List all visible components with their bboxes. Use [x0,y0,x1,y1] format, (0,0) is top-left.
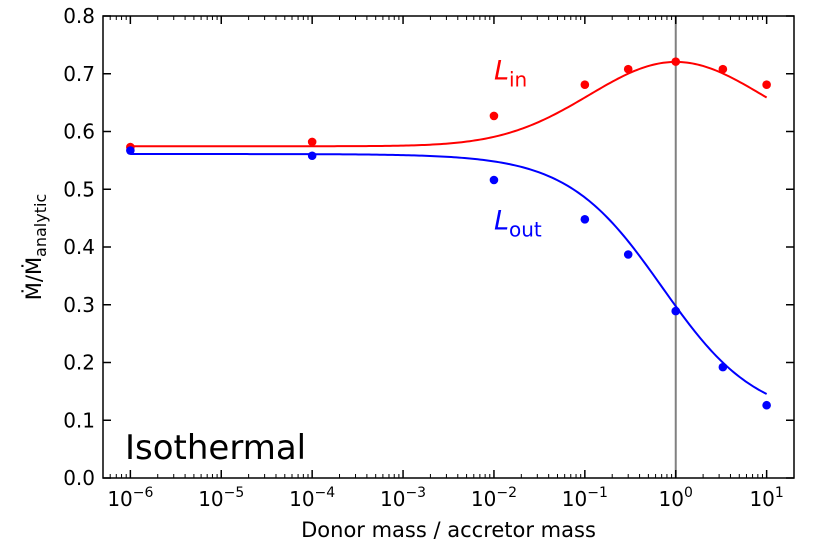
y-tick-label: 0.2 [63,351,95,375]
y-axis-title-subscript: analytic [31,194,50,257]
y-tick-label: 0.7 [63,62,95,86]
series-label-lout-sub: out [509,218,542,242]
y-axis-title: Ṁ/Ṁanalytic [21,194,50,301]
data-point-lout [489,175,499,185]
data-point-lin [489,111,499,121]
data-point-lin [580,80,590,90]
x-tick-label: 100 [659,485,693,511]
annotation-isothermal: Isothermal [125,428,306,468]
x-tick-label-exponent: 1 [775,485,784,501]
series-label-lin-sub: in [509,68,527,92]
series-label-lout: Lout [494,206,542,242]
series-label-lout-main: L [494,206,509,237]
data-point-lin [762,80,771,90]
data-point-lin [623,64,633,74]
x-tick-label-exponent: −2 [496,485,517,501]
series-curve-lout [130,153,768,395]
y-tick-label: 0.0 [63,466,95,490]
y-tick-label: 0.8 [63,4,95,28]
x-tick-label: 10−2 [471,485,517,511]
y-tick-label: 0.6 [63,120,95,144]
data-point-lout [718,362,728,372]
curve-layer [130,60,768,395]
x-axis-title: Donor mass / accretor mass [301,518,596,542]
x-tick-label-base: 10 [562,487,587,511]
series-label-lin: Lin [494,56,527,92]
tick-layer [102,15,795,479]
x-tick-label: 10−1 [562,485,608,511]
y-tick-label: 0.1 [63,408,95,432]
x-tick-label-exponent: −5 [224,485,245,501]
x-tick-label: 10−5 [198,485,244,511]
y-tick-label: 0.3 [63,293,95,317]
data-point-lin [718,64,728,74]
data-point-lout [762,400,771,410]
x-tick-label-base: 10 [749,487,774,511]
x-tick-label: 10−6 [107,485,153,511]
plot-frame [102,15,795,479]
x-tick-label-exponent: −4 [315,485,336,501]
y-axis-title-main: Ṁ/Ṁ [21,257,46,300]
data-point-lout [126,146,135,155]
y-tick-label: 0.4 [63,235,95,259]
x-tick-label-base: 10 [107,487,132,511]
x-tick-label-base: 10 [289,487,314,511]
x-tick-label: 10−4 [289,485,335,511]
label-layer: 10−6 10−5 10−4 10−3 10−2 10−1 100 1010.00.10.20… [63,4,784,511]
x-tick-label-base: 10 [380,487,405,511]
x-tick-label-exponent: 0 [684,485,693,501]
series-label-lin-main: L [494,56,509,87]
x-tick-label-exponent: −1 [587,485,608,501]
data-point-lout [307,151,317,161]
x-tick-label-exponent: −3 [405,485,426,501]
data-point-lout [623,250,633,259]
x-tick-label-base: 10 [471,487,496,511]
x-tick-label-exponent: −6 [133,485,154,501]
data-point-lin [671,57,681,66]
y-tick-label: 0.5 [63,177,95,201]
x-tick-label-base: 10 [198,487,223,511]
series-curve-lin [130,60,768,148]
data-point-lout [671,306,681,316]
data-point-lout [580,214,590,224]
x-tick-label: 10−3 [380,485,426,511]
data-point-lin [307,137,317,147]
point-layer [126,57,771,410]
x-tick-label: 101 [749,485,783,511]
x-tick-label-base: 10 [659,487,684,511]
